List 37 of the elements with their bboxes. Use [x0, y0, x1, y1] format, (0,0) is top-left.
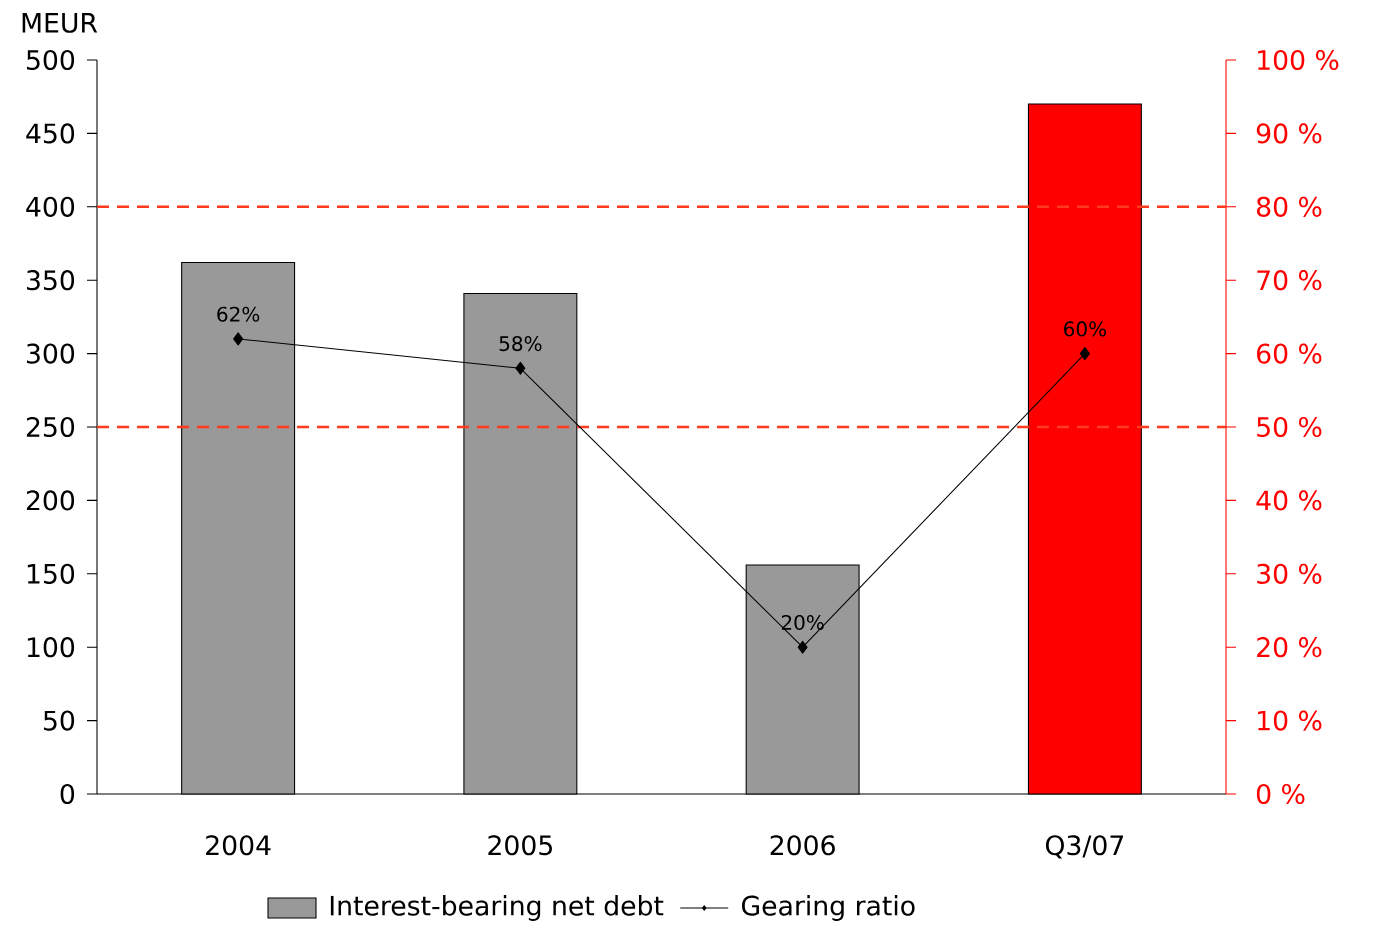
y-tick-label: 400: [26, 196, 75, 217]
legend-label: Gearing ratio: [742, 895, 915, 921]
y2-tick-label: 100 %: [1258, 49, 1339, 71]
x-tick-label: 2005: [488, 835, 552, 856]
y2-tick-label: 20 %: [1257, 637, 1322, 658]
x-tick-label: 2006: [770, 835, 835, 856]
point: [797, 640, 808, 654]
y2-tick-label: 90 %: [1256, 123, 1322, 144]
point: [1079, 347, 1090, 361]
y2-tick-label: 50 %: [1257, 416, 1322, 438]
data-label: 60%: [1064, 321, 1106, 337]
y-tick-label: 350: [26, 270, 75, 291]
y-tick-label: 450: [26, 123, 75, 144]
point: [233, 332, 244, 346]
legend-label: Interest-bearing net debt: [330, 895, 664, 921]
y2-tick-label: 60 %: [1257, 343, 1322, 364]
x-tick-label: 2004: [206, 835, 271, 856]
y-tick-label: 150: [27, 563, 75, 584]
data-label: 58%: [499, 335, 542, 352]
y2-tick-label: 40 %: [1256, 490, 1322, 511]
y-tick-label: 100: [27, 637, 75, 658]
y2-tick-label: 80 %: [1256, 196, 1322, 217]
data-label: 62%: [217, 306, 260, 322]
y-tick-label: 250: [26, 416, 75, 438]
y-tick-label: 50: [43, 710, 75, 731]
x-tick-label: Q3/07: [1045, 835, 1124, 859]
data-label: 20%: [781, 614, 824, 631]
y-tick-label: 300: [26, 343, 75, 364]
y-axis-title: MEUR: [22, 13, 98, 33]
y-tick-label: 200: [26, 490, 75, 511]
y2-tick-label: 70 %: [1257, 270, 1322, 291]
y2-tick-label: 0 %: [1256, 783, 1305, 805]
y-tick-label: 500: [27, 49, 75, 71]
y-tick-label: 0: [60, 783, 75, 805]
point: [515, 361, 526, 375]
y2-tick-label: 30 %: [1257, 563, 1322, 584]
y2-tick-label: 10 %: [1258, 710, 1322, 731]
